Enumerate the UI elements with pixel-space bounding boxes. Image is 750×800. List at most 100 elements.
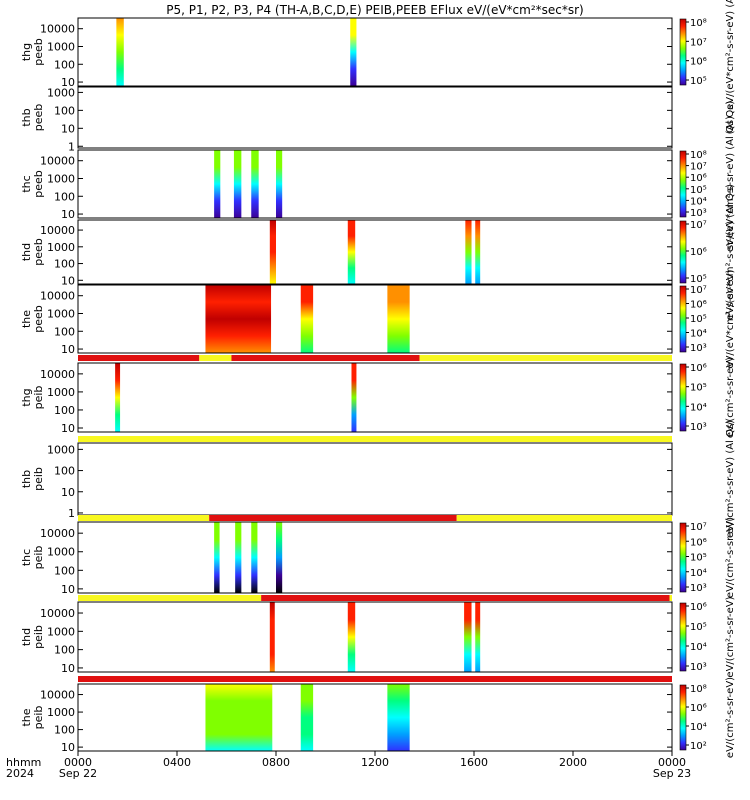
spectrogram-block	[465, 220, 472, 284]
colorbar-tick-label: 10⁶	[690, 537, 707, 548]
y-axis-label: peib	[32, 546, 45, 570]
x-tick-label: 0000	[658, 756, 686, 769]
panel-frame	[77, 683, 673, 752]
y-tick-label: 10000	[40, 527, 75, 540]
x-tick-label: 0000	[64, 756, 92, 769]
spectrogram-block	[347, 220, 356, 284]
colorbar-tick-label: 10⁷	[690, 37, 707, 48]
colorbar	[679, 602, 687, 672]
x-tick-label: 0800	[262, 756, 290, 769]
x-tick-label: 2000	[559, 756, 587, 769]
y-axis-label: peib	[32, 706, 45, 730]
spectrogram-block	[233, 150, 242, 218]
y-axis-label: peeb	[32, 38, 45, 66]
colorbar	[679, 684, 687, 751]
colorbar-tick-label: 10⁵	[690, 314, 707, 325]
y-tick-label: 1000	[47, 546, 75, 559]
colorbar-label: eV/(cm²-s-sr-eV)	[725, 517, 736, 598]
spectrogram-block	[351, 363, 357, 432]
spectrogram-block	[214, 150, 221, 218]
spectrogram-block	[214, 522, 220, 593]
colorbar-tick-label: 10⁵	[690, 76, 707, 87]
spectrogram-block	[347, 602, 356, 672]
colorbar-tick-label: 10³	[690, 662, 707, 673]
colorbar-tick-label: 10⁴	[690, 402, 707, 413]
y-tick-label: 10	[61, 122, 75, 135]
colorbar-tick-label: 10⁴	[690, 329, 707, 340]
y-tick-label: 1000	[47, 625, 75, 638]
panel-frame	[77, 17, 673, 87]
panel-frame	[77, 362, 673, 433]
x-row-label-year: 2024	[6, 767, 34, 780]
y-tick-label: 1000	[47, 40, 75, 53]
colorbar	[679, 150, 687, 218]
colorbar	[679, 220, 687, 284]
y-tick-label: 1	[68, 507, 75, 520]
y-axis-label: thg	[20, 388, 33, 406]
quality-flag-bar	[209, 515, 457, 521]
spectrogram-block	[464, 602, 472, 672]
spectrogram-block	[269, 602, 275, 672]
panel-frame	[77, 521, 673, 594]
y-axis-label: peib	[32, 386, 45, 410]
y-axis-label: thc	[20, 549, 33, 566]
y-tick-label: 10	[61, 343, 75, 356]
panel-frame	[77, 149, 673, 219]
colorbar-tick-label: 10⁸	[690, 150, 707, 161]
y-axis-label: thg	[20, 43, 33, 61]
y-tick-label: 10000	[40, 155, 75, 168]
y-tick-label: 100	[54, 465, 75, 478]
colorbar-tick-label: 10⁵	[690, 622, 707, 633]
quality-flag-bar	[419, 355, 672, 361]
spectrogram-block	[235, 522, 242, 593]
x-date-label: Sep 22	[59, 767, 97, 780]
y-tick-label: 1000	[47, 241, 75, 254]
y-tick-label: 10	[61, 422, 75, 435]
colorbar-tick-label: 10⁷	[690, 522, 707, 533]
spectrogram-block	[116, 18, 124, 86]
colorbar-label: eV/(eV*cm²-s-sr-eV)	[725, 269, 736, 368]
y-tick-label: 10000	[40, 607, 75, 620]
y-axis-label: thb	[20, 470, 33, 488]
colorbar-label: eV/(cm²-s-sr-eV)	[725, 677, 736, 758]
quality-flag-bar	[78, 676, 672, 682]
y-axis-label: peeb	[32, 104, 45, 132]
panel-frame	[77, 284, 673, 354]
quality-flag-bar	[669, 595, 672, 601]
y-axis-label: peeb	[32, 305, 45, 333]
y-tick-label: 100	[54, 190, 75, 203]
y-tick-label: 1000	[47, 443, 75, 456]
spectrogram-block	[387, 285, 410, 353]
y-axis-label: peeb	[32, 170, 45, 198]
spectrogram-block	[276, 522, 283, 593]
y-tick-label: 100	[54, 404, 75, 417]
y-tick-label: 10	[61, 208, 75, 221]
y-axis-label: the	[20, 310, 33, 328]
y-tick-label: 10	[61, 583, 75, 596]
y-tick-label: 10000	[40, 689, 75, 702]
x-tick-label: 0400	[163, 756, 191, 769]
spectrogram-block	[269, 220, 276, 284]
colorbar	[679, 522, 687, 593]
spectrogram-block	[475, 220, 481, 284]
spectrogram-block	[205, 285, 272, 353]
colorbar-tick-label: 10⁷	[690, 285, 707, 296]
y-tick-label: 10	[61, 76, 75, 89]
colorbar-tick-label: 10⁵	[690, 383, 707, 394]
spectrogram-block	[205, 684, 273, 751]
colorbar-tick-label: 10³	[690, 583, 707, 594]
x-tick-label: 1600	[460, 756, 488, 769]
spectrogram-block	[300, 285, 314, 353]
y-tick-label: 10	[61, 486, 75, 499]
y-tick-label: 1000	[47, 706, 75, 719]
colorbar-tick-label: 10⁴	[690, 196, 707, 207]
y-tick-label: 1000	[47, 172, 75, 185]
spectrogram-block	[387, 684, 410, 751]
colorbar-tick-label: 10⁷	[690, 220, 707, 231]
colorbar-tick-label: 10⁶	[690, 363, 707, 374]
spectrogram-block	[115, 363, 121, 432]
panel-frame	[77, 601, 673, 673]
